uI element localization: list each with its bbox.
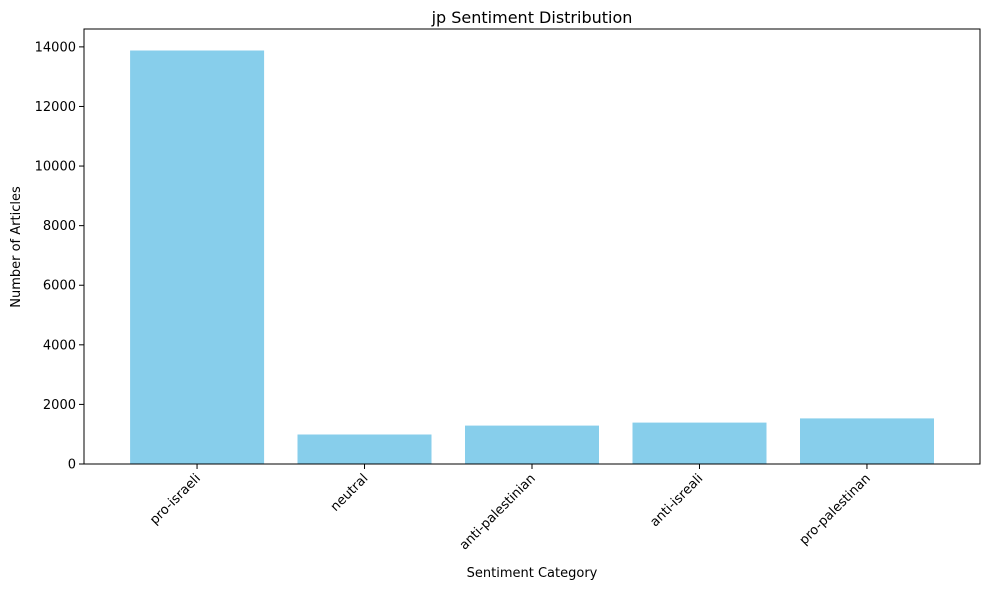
- y-axis-ticks: 0 2000 4000 6000 8000 10000 12000 14000: [35, 40, 84, 473]
- chart-title: jp Sentiment Distribution: [431, 8, 633, 27]
- y-tick-label: 12000: [35, 100, 76, 115]
- x-tick-label: neutral: [328, 471, 371, 514]
- plot-frame: [83, 28, 981, 465]
- bar-pro-palestinan: [800, 418, 934, 464]
- y-tick-label: 8000: [43, 219, 76, 234]
- y-tick-label: 6000: [43, 279, 76, 294]
- bar-pro-israeli: [130, 50, 265, 464]
- y-axis-label: Number of Articles: [9, 186, 24, 308]
- x-tick-label: anti-isreali: [647, 471, 706, 530]
- x-tick-label: pro-palestinan: [797, 471, 874, 548]
- y-tick-label: 4000: [43, 338, 76, 353]
- bar-anti-palestinian: [465, 425, 599, 464]
- bar-anti-isreali: [632, 422, 767, 464]
- bar-neutral: [297, 434, 432, 464]
- y-tick-label: 10000: [35, 160, 76, 175]
- x-tick-label: anti-palestinian: [457, 471, 539, 553]
- x-tick-label: pro-israeli: [147, 471, 204, 528]
- x-axis-ticks: pro-israeli neutral anti-palestinian anti-i…: [147, 464, 874, 553]
- x-axis-label: Sentiment Category: [467, 566, 598, 581]
- y-tick-label: 2000: [43, 398, 76, 413]
- y-tick-label: 0: [68, 458, 76, 473]
- bars-layer: [130, 50, 934, 464]
- y-tick-label: 14000: [35, 40, 76, 55]
